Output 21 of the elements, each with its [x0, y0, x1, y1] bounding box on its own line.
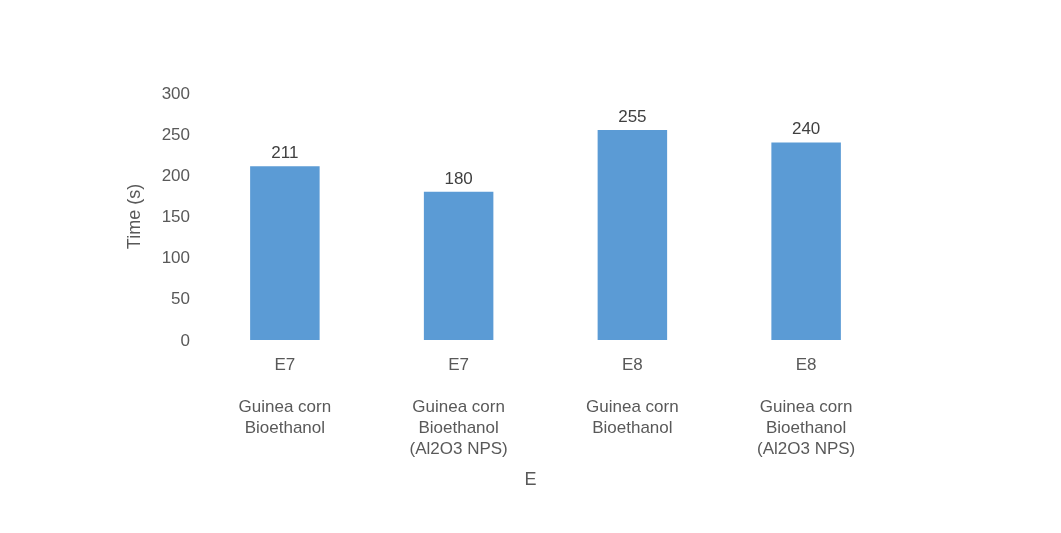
y-tick-label: 0 [180, 330, 190, 350]
category-label: E7 Guinea corn Bioethanol (Al2O3 NPS) [409, 355, 508, 458]
bar [423, 191, 494, 340]
y-tick-label: 50 [171, 289, 190, 309]
y-tick-label: 250 [161, 124, 190, 144]
bar [250, 166, 320, 340]
category-label: E7 Guinea corn Bioethanol [238, 355, 332, 437]
y-tick-label: 300 [161, 83, 190, 103]
category-label: E8 Guinea corn Bioethanol (Al2O3 NPS) [757, 355, 856, 458]
y-tick-label: 200 [161, 165, 190, 185]
data-label: 240 [791, 119, 821, 139]
bar [597, 130, 668, 340]
bar [771, 142, 841, 340]
y-tick-label: 150 [161, 207, 190, 226]
category-label: E8 Guinea corn Bioethanol [586, 355, 679, 437]
data-label: 255 [618, 107, 647, 127]
text: E [524, 469, 537, 489]
y-tick-label: 100 [161, 248, 190, 268]
data-label: 211 [271, 143, 299, 163]
data-label: 180 [444, 168, 473, 188]
y-axis-title: Time (s) [124, 183, 144, 250]
